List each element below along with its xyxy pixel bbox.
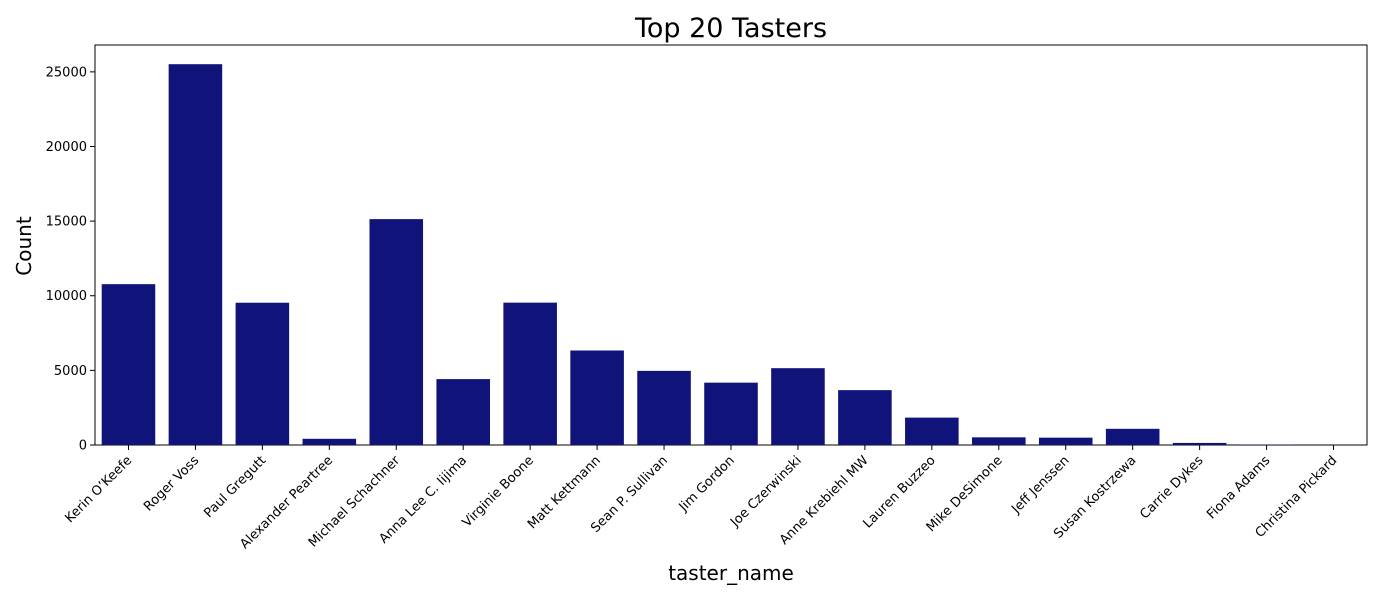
bar (972, 437, 1026, 445)
x-tick-label: Kerin O’Keefe (62, 453, 135, 526)
bar (704, 382, 758, 445)
y-tick-label: 25000 (46, 65, 87, 80)
bar (168, 64, 223, 445)
bar (905, 417, 959, 445)
y-tick-label: 20000 (46, 140, 87, 155)
x-axis: Kerin O’Keefe Roger Voss Paul GreguttAlexa… (62, 445, 1340, 552)
bar (637, 370, 691, 445)
chart-title: Top 20 Tasters (634, 13, 827, 44)
x-tick-label: Fiona Adams (1204, 453, 1273, 522)
bar (436, 379, 490, 445)
bar (1038, 437, 1093, 445)
bar (838, 390, 892, 445)
x-tick-label: Paul Gregutt (201, 453, 269, 521)
bar (235, 302, 290, 445)
y-tick-label: 15000 (46, 215, 87, 230)
bar (1105, 428, 1160, 445)
x-tick-label: Jim Gordon (676, 453, 738, 515)
bar (302, 438, 357, 445)
x-tick-label: Jeff Jenssen (1008, 453, 1072, 517)
bar (771, 368, 825, 445)
x-axis-title: taster_name (668, 561, 794, 585)
bar (503, 302, 557, 445)
y-tick-label: 5000 (54, 364, 87, 379)
bars-group (101, 64, 1361, 445)
bar (570, 350, 624, 445)
y-tick-label: 10000 (46, 289, 87, 304)
y-tick-label: 0 (79, 439, 87, 454)
x-tick-label: Joe Czerwinski (727, 453, 804, 530)
bar (369, 219, 424, 445)
y-axis: 0 5000 10000 15000 20000 25000 (46, 65, 95, 454)
x-tick-label: Virginie Boone (460, 453, 537, 530)
x-tick-label: Lauren Buzzeo (860, 453, 938, 531)
x-tick-label: Roger Voss (141, 453, 202, 514)
bar (101, 284, 156, 445)
bar (1172, 442, 1227, 445)
x-tick-label: Carrie Dykes (1137, 453, 1206, 522)
y-axis-title: Count (12, 216, 36, 276)
